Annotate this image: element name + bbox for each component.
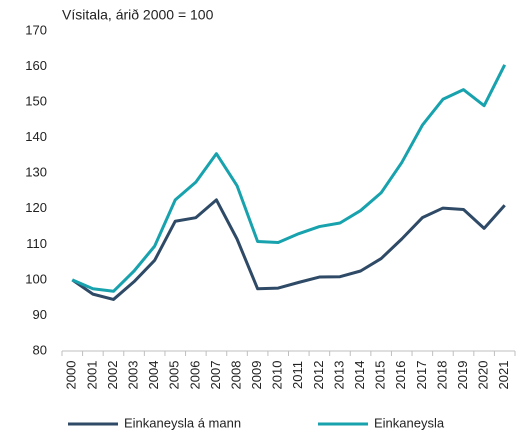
y-tick-label: 80 [33,342,47,357]
x-tick-label: 2016 [393,361,408,390]
x-tick-label: 2004 [146,361,161,390]
y-tick-label: 150 [25,94,47,109]
x-tick-label: 2000 [64,361,79,390]
y-tick-label: 170 [25,22,47,37]
x-tick-label: 2012 [311,361,326,390]
y-tick-label: 120 [25,200,47,215]
x-tick-label: 2017 [414,361,429,390]
y-tick-label: 90 [33,307,47,322]
chart-title: Vísitala, árið 2000 = 100 [62,7,214,23]
series-line [71,198,506,301]
x-tick-label: 2001 [84,361,99,390]
x-tick-label: 2020 [476,361,491,390]
x-tick-label: 2021 [496,361,511,390]
series-line [71,64,507,293]
x-tick-label: 2008 [228,361,243,390]
legend-label: Einkaneysla á mann [124,415,241,430]
x-tick-label: 2006 [187,361,202,390]
x-tick-label: 2011 [290,361,305,389]
y-tick-label: 100 [25,271,47,286]
x-tick-label: 2003 [126,361,141,390]
x-tick-label: 2014 [352,361,367,390]
x-tick-label: 2002 [105,361,120,390]
legend-label: Einkaneysla [374,415,445,430]
x-tick-label: 2018 [434,361,449,390]
y-tick-label: 130 [25,165,47,180]
x-tick-label: 2005 [167,361,182,390]
x-tick-label: 2013 [331,361,346,390]
x-tick-label: 2007 [208,361,223,390]
x-tick-label: 2009 [249,361,264,390]
x-tick-label: 2015 [373,361,388,390]
x-tick-label: 2019 [455,361,470,390]
x-tick-label: 2010 [270,361,285,390]
y-tick-label: 160 [25,58,47,73]
y-tick-label: 140 [25,129,47,144]
y-tick-label: 110 [26,236,47,251]
